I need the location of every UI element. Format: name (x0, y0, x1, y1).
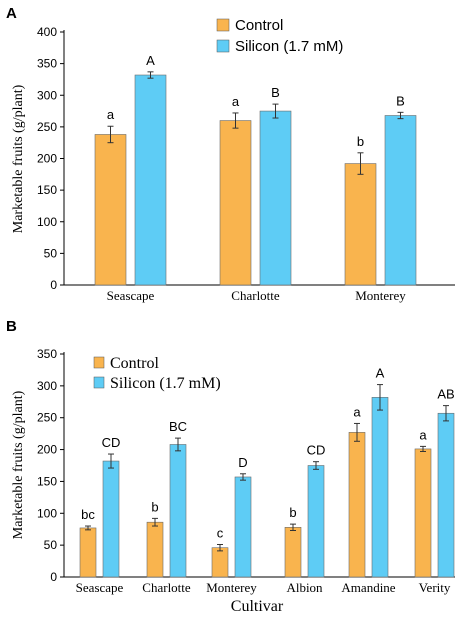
y-tick-label: 250 (37, 411, 57, 425)
bar-control (219, 120, 252, 286)
significance-letter: bc (81, 507, 95, 522)
significance-letter: a (353, 404, 361, 419)
y-tick-label: 50 (44, 246, 58, 260)
panel-b: B Marketable fruits (g/plant) Cultivar 0… (6, 318, 455, 615)
significance-letter: BC (169, 419, 187, 434)
bar-control (414, 448, 432, 578)
significance-letter: B (396, 93, 405, 108)
bar-silicon (234, 476, 252, 578)
bar-silicon (437, 412, 455, 578)
bar-control (348, 432, 366, 578)
bar-control (146, 521, 164, 578)
y-tick-label: 100 (37, 506, 57, 520)
significance-letter: B (271, 85, 280, 100)
panel-b-ylabel: Marketable fruits (g/plant) (11, 390, 26, 539)
legend-a-control-swatch (216, 18, 230, 32)
bar-silicon (102, 460, 120, 578)
significance-letter: D (238, 455, 247, 470)
bar-control (79, 527, 97, 578)
bar-control (284, 527, 302, 578)
significance-letter: a (232, 94, 240, 109)
panel-b-letter: B (6, 318, 17, 335)
panel-a-letter: A (6, 5, 17, 22)
category-label: Albion (286, 580, 323, 595)
y-tick-label: 50 (44, 538, 58, 552)
bar-silicon (307, 465, 325, 578)
significance-letter: a (107, 107, 115, 122)
significance-letter: AB (437, 387, 454, 402)
bar-silicon (259, 110, 292, 286)
y-tick-label: 300 (37, 88, 57, 102)
y-tick-label: 200 (37, 152, 57, 166)
bar-control (94, 134, 127, 286)
category-label: Seascape (107, 288, 155, 303)
category-label: Charlotte (231, 288, 280, 303)
y-tick-label: 200 (37, 443, 57, 457)
significance-letter: b (357, 134, 364, 149)
bar-silicon (169, 444, 187, 578)
y-tick-label: 250 (37, 120, 57, 134)
bar-control (344, 163, 377, 286)
category-label: Monterey (206, 580, 257, 595)
panel-a-ylabel: Marketable fruits (g/plant) (11, 84, 26, 233)
panel-a-yticks: 0 50 100 150 200 250 300 350 400 (37, 25, 64, 292)
y-tick-label: 150 (37, 474, 57, 488)
y-tick-label: 100 (37, 215, 57, 229)
panel-b-bars: bc CD b BC c Db CD a Aa AB (79, 366, 455, 578)
significance-letter: CD (102, 435, 121, 450)
panel-a-categories: Seascape Charlotte Monterey (107, 288, 407, 303)
legend-b-silicon-swatch (93, 376, 105, 389)
bar-silicon (384, 115, 417, 286)
legend-b-control-swatch (93, 356, 105, 369)
legend-a-silicon-label: Silicon (1.7 mM) (235, 38, 343, 55)
significance-letter: CD (307, 443, 326, 458)
significance-letter: A (376, 366, 385, 381)
panel-b-categories: Seascape Charlotte Monterey Albion Amandine V… (76, 580, 451, 595)
panel-b-legend: Control Silicon (1.7 mM) (93, 355, 221, 392)
significance-letter: a (419, 427, 427, 442)
y-tick-label: 350 (37, 347, 57, 361)
category-label: Seascape (76, 580, 124, 595)
bar-silicon (134, 74, 167, 286)
category-label: Amandine (341, 580, 395, 595)
y-tick-label: 0 (50, 570, 57, 584)
legend-a-silicon-swatch (216, 39, 230, 53)
legend-b-control-label: Control (110, 355, 159, 372)
bar-silicon (371, 397, 389, 578)
significance-letter: c (217, 526, 224, 541)
bar-control (211, 547, 229, 578)
y-tick-label: 0 (50, 278, 57, 292)
significance-letter: b (151, 499, 158, 514)
panel-a-legend: Control Silicon (1.7 mM) (216, 17, 343, 55)
category-label: Monterey (355, 288, 406, 303)
panel-b-yticks: 0 50 100 150 200 250 300 350 (37, 347, 64, 584)
category-label: Charlotte (142, 580, 191, 595)
legend-a-control-label: Control (235, 17, 283, 34)
legend-b-silicon-label: Silicon (1.7 mM) (110, 375, 221, 392)
significance-letter: b (289, 505, 296, 520)
y-tick-label: 150 (37, 183, 57, 197)
y-tick-label: 400 (37, 25, 57, 39)
panel-a-bars: a Aa Bb B (94, 53, 417, 286)
significance-letter: A (146, 53, 155, 68)
panel-a: A Marketable fruits (g/plant) 0 50 100 150 2… (6, 5, 455, 303)
panel-b-xlabel: Cultivar (231, 598, 284, 615)
category-label: Verity (419, 580, 451, 595)
y-tick-label: 350 (37, 57, 57, 71)
y-tick-label: 300 (37, 379, 57, 393)
